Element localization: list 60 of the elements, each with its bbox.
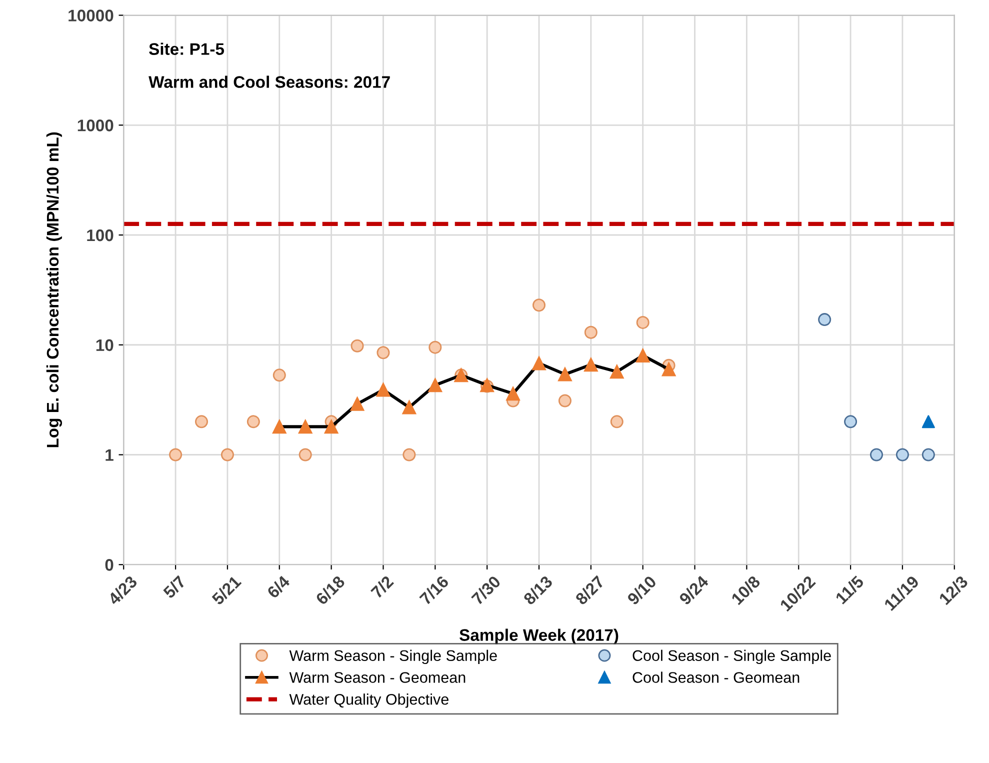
point [350,339,364,352]
legend-label: Warm Season - Geomean [289,672,466,683]
point [220,448,234,462]
x-tick-label: 9/10 [626,574,658,606]
point [584,358,598,372]
point [610,364,624,379]
x-tick-label: 4/23 [106,574,138,606]
x-tick-label: 5/7 [162,574,187,600]
point [402,400,416,414]
point [350,397,364,411]
point [532,356,546,370]
point [506,386,520,401]
point [272,420,286,434]
y-tick-label: 0 [105,559,114,571]
y-tick-label: 1000 [78,120,114,132]
point [636,316,650,329]
annotation: Warm and Cool Seasons: 2017 [148,76,390,88]
point [272,368,286,382]
point [195,415,208,428]
point [922,415,935,428]
x-tick-label: 8/13 [522,574,554,606]
x-tick-label: 7/16 [418,574,450,606]
y-tick-label: 10000 [68,10,114,22]
x-axis-title: Sample Week (2017) [460,628,618,644]
legend-label: Water Quality Objective [289,694,448,708]
point [610,415,624,428]
legend-label: Cool Season - Geomean [632,672,800,683]
point [558,394,572,408]
x-tick-label: 6/4 [266,574,291,600]
point [324,420,338,434]
point [402,448,416,462]
point [376,382,390,397]
point [870,448,884,462]
point [584,326,598,339]
x-tick-label: 7/30 [470,574,502,606]
point [428,340,442,354]
point [922,448,935,462]
point [376,346,390,360]
x-tick-label: 7/2 [370,574,394,599]
y-tick-label: 10 [96,339,114,352]
x-tick-label: 6/18 [314,574,346,606]
point [532,298,546,312]
y-tick-label: 100 [87,229,114,242]
point [844,415,858,428]
annotation: Site: P1-5 [149,42,224,55]
legend-label: Warm Season - Single Sample [289,650,497,664]
point [169,448,182,462]
y-tick-label: 1 [106,449,114,461]
y-axis-title: Log E. coli Concentration (MPN/100 mL) [46,132,62,448]
point [428,378,442,392]
point [896,448,909,462]
legend-label: Cool Season - Single Sample [632,650,831,664]
point [298,420,312,434]
point [636,348,650,362]
point [662,362,676,376]
point [818,313,832,326]
x-tick-label: 5/21 [210,574,242,606]
point [558,367,572,382]
point [246,415,260,428]
point [298,448,312,462]
